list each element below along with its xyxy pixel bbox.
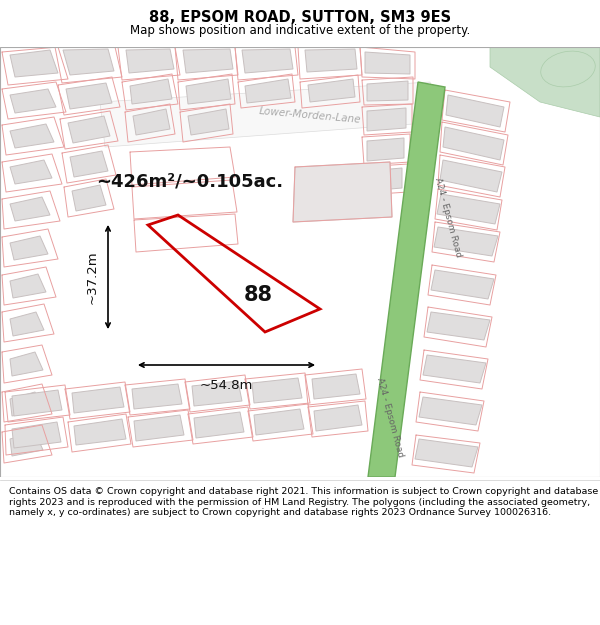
Polygon shape: [72, 387, 124, 413]
Polygon shape: [367, 81, 408, 101]
Polygon shape: [365, 52, 410, 74]
Polygon shape: [10, 160, 52, 184]
Text: Map shows position and indicative extent of the property.: Map shows position and indicative extent…: [130, 24, 470, 37]
Polygon shape: [10, 432, 43, 456]
Polygon shape: [130, 79, 172, 104]
Polygon shape: [427, 312, 490, 340]
Polygon shape: [12, 390, 62, 416]
Polygon shape: [293, 162, 392, 222]
Polygon shape: [10, 197, 50, 221]
Polygon shape: [10, 89, 56, 113]
Polygon shape: [252, 378, 302, 403]
Text: ~54.8m: ~54.8m: [200, 379, 253, 392]
Polygon shape: [367, 108, 406, 131]
Polygon shape: [367, 138, 404, 161]
Text: ~37.2m: ~37.2m: [86, 250, 98, 304]
Polygon shape: [188, 109, 229, 135]
Text: 88, EPSOM ROAD, SUTTON, SM3 9ES: 88, EPSOM ROAD, SUTTON, SM3 9ES: [149, 11, 451, 26]
Text: 88: 88: [244, 285, 272, 305]
Polygon shape: [437, 194, 500, 224]
Polygon shape: [68, 116, 110, 143]
Polygon shape: [254, 409, 304, 435]
Text: A24 - Epsom Road: A24 - Epsom Road: [433, 176, 463, 258]
Polygon shape: [132, 384, 182, 409]
Polygon shape: [443, 127, 504, 160]
Polygon shape: [70, 151, 108, 177]
Polygon shape: [434, 227, 498, 256]
Polygon shape: [10, 312, 44, 336]
Polygon shape: [133, 109, 170, 135]
Polygon shape: [10, 352, 43, 376]
Polygon shape: [12, 422, 61, 448]
Polygon shape: [10, 392, 43, 416]
Text: Lower-Morden-Lane: Lower-Morden-Lane: [259, 106, 361, 124]
Polygon shape: [446, 95, 504, 127]
Polygon shape: [183, 49, 233, 73]
Polygon shape: [431, 270, 494, 299]
Polygon shape: [10, 274, 46, 298]
Text: Contains OS data © Crown copyright and database right 2021. This information is : Contains OS data © Crown copyright and d…: [9, 488, 598, 517]
Text: A24 - Epsom Road: A24 - Epsom Road: [375, 376, 405, 458]
Polygon shape: [66, 83, 112, 109]
Polygon shape: [192, 381, 242, 406]
Polygon shape: [194, 412, 244, 438]
Polygon shape: [308, 79, 355, 102]
Ellipse shape: [541, 51, 595, 87]
Polygon shape: [368, 82, 445, 477]
Polygon shape: [312, 374, 360, 399]
Polygon shape: [10, 236, 48, 260]
Polygon shape: [72, 185, 106, 211]
Polygon shape: [134, 415, 184, 441]
Polygon shape: [100, 82, 440, 147]
Polygon shape: [126, 49, 174, 73]
Polygon shape: [242, 49, 293, 73]
Polygon shape: [63, 49, 114, 75]
Polygon shape: [186, 79, 231, 104]
Polygon shape: [10, 124, 54, 148]
Polygon shape: [245, 79, 291, 103]
Polygon shape: [74, 419, 126, 445]
Polygon shape: [10, 50, 58, 77]
Polygon shape: [419, 397, 482, 425]
Polygon shape: [305, 49, 357, 72]
Polygon shape: [440, 160, 502, 192]
Polygon shape: [314, 405, 362, 431]
Polygon shape: [490, 47, 600, 117]
Polygon shape: [423, 355, 486, 383]
Polygon shape: [415, 439, 478, 467]
Polygon shape: [367, 168, 402, 191]
Text: ~426m²/~0.105ac.: ~426m²/~0.105ac.: [97, 173, 284, 191]
